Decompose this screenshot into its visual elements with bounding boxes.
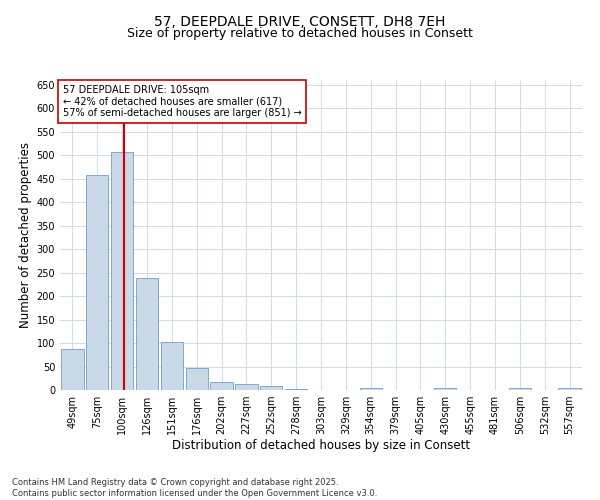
Text: 57 DEEPDALE DRIVE: 105sqm
← 42% of detached houses are smaller (617)
57% of semi: 57 DEEPDALE DRIVE: 105sqm ← 42% of detac… [62,84,301,118]
Text: Size of property relative to detached houses in Consett: Size of property relative to detached ho… [127,28,473,40]
Bar [211,382,233,390]
Bar [86,175,109,390]
Bar [61,348,83,390]
Bar [111,152,133,390]
Text: Contains HM Land Registry data © Crown copyright and database right 2025.
Contai: Contains HM Land Registry data © Crown c… [12,478,377,498]
Bar [434,388,457,390]
Bar [559,388,581,390]
Y-axis label: Number of detached properties: Number of detached properties [19,142,32,328]
Bar [260,386,283,390]
Bar [185,368,208,390]
Bar [161,342,183,390]
Text: 57, DEEPDALE DRIVE, CONSETT, DH8 7EH: 57, DEEPDALE DRIVE, CONSETT, DH8 7EH [154,15,446,29]
Bar [509,388,531,390]
Bar [285,388,307,390]
X-axis label: Distribution of detached houses by size in Consett: Distribution of detached houses by size … [172,438,470,452]
Bar [136,278,158,390]
Bar [359,388,382,390]
Bar [235,384,257,390]
